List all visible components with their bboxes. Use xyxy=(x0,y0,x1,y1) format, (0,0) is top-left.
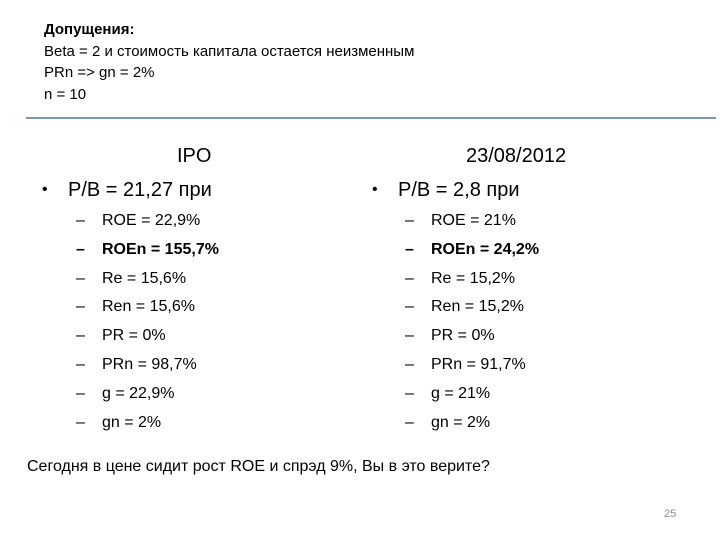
dash-icon: – xyxy=(76,384,85,402)
right-bullet-text: P/B = 2,8 при xyxy=(398,179,520,201)
assumptions-block: Допущения: Beta = 2 и стоимость капитала… xyxy=(44,19,414,105)
list-item: – PRn = 98,7% xyxy=(76,353,219,382)
dash-icon: – xyxy=(405,240,414,258)
right-column-title: 23/08/2012 xyxy=(466,145,567,167)
dash-icon: – xyxy=(405,413,414,431)
dash-icon: – xyxy=(76,327,85,345)
list-item: – ROEn = 24,2% xyxy=(405,238,539,267)
list-item: – PR = 0% xyxy=(76,324,219,353)
dash-icon: – xyxy=(76,298,85,316)
list-item: – PRn = 91,7% xyxy=(405,353,539,382)
assumptions-heading: Допущения: xyxy=(44,21,135,38)
right-column-bullet: • P/B = 2,8 при xyxy=(372,178,520,202)
list-item: – ROE = 22,9% xyxy=(76,209,219,238)
list-item: – Ren = 15,2% xyxy=(405,295,539,324)
assumption-line: PRn => gn = 2% xyxy=(44,64,155,81)
page-number: 25 xyxy=(664,508,677,520)
left-bullet-text: P/B = 21,27 при xyxy=(68,179,212,201)
list-item: – Ren = 15,6% xyxy=(76,295,219,324)
right-column-list: – ROE = 21% – ROEn = 24,2% – Re = 15,2% – Re… xyxy=(405,209,539,439)
list-item: – Re = 15,6% xyxy=(76,267,219,296)
list-item: – Re = 15,2% xyxy=(405,267,539,296)
list-item: – g = 21% xyxy=(405,382,539,411)
conclusion-text: Сегодня в цене сидит рост ROE и спрэд 9%… xyxy=(27,458,490,475)
dash-icon: – xyxy=(76,212,85,229)
dash-icon: – xyxy=(76,240,85,258)
list-item: – gn = 2% xyxy=(76,411,219,440)
dash-icon: – xyxy=(405,384,414,402)
list-item: – PR = 0% xyxy=(405,324,539,353)
divider-line xyxy=(26,117,716,119)
dash-icon: – xyxy=(76,355,85,373)
dash-icon: – xyxy=(76,269,85,287)
list-item: – g = 22,9% xyxy=(76,382,219,411)
left-column-list: – ROE = 22,9% – ROEn = 155,7% – Re = 15,6% … xyxy=(76,209,219,439)
dash-icon: – xyxy=(405,298,414,316)
bullet-icon: • xyxy=(42,181,48,198)
dash-icon: – xyxy=(76,413,85,431)
dash-icon: – xyxy=(405,327,414,345)
list-item: – ROE = 21% xyxy=(405,209,539,238)
left-column-title: IPO xyxy=(177,145,212,167)
list-item: – ROEn = 155,7% xyxy=(76,238,219,267)
dash-icon: – xyxy=(405,269,414,287)
dash-icon: – xyxy=(405,355,414,373)
dash-icon: – xyxy=(405,212,414,229)
left-column-bullet: • P/B = 21,27 при xyxy=(42,178,212,202)
list-item: – gn = 2% xyxy=(405,411,539,440)
bullet-icon: • xyxy=(372,181,378,198)
assumption-line: n = 10 xyxy=(44,85,87,103)
assumption-line: Beta = 2 и стоимость капитала остается н… xyxy=(44,42,415,60)
